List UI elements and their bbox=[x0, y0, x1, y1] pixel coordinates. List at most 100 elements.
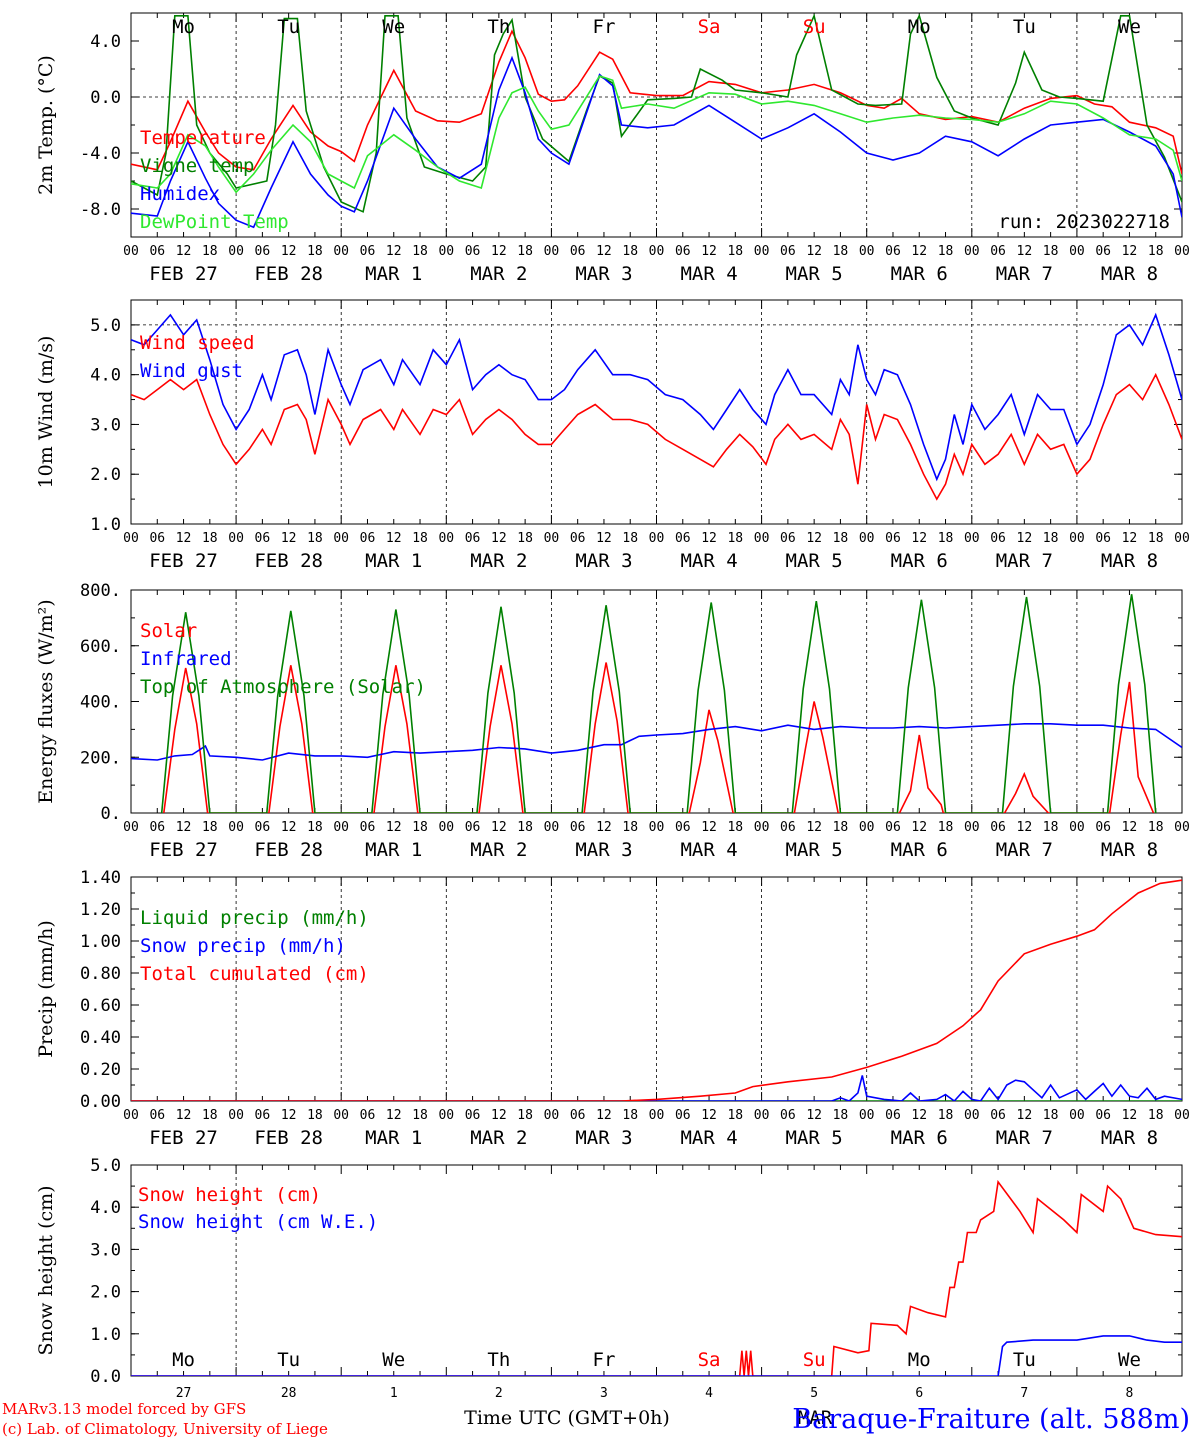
hour-tick-label: 12 bbox=[1122, 820, 1138, 835]
plot-frame bbox=[130, 12, 1183, 238]
hour-tick-label: 18 bbox=[412, 1108, 428, 1123]
hour-tick-label: 06 bbox=[1095, 531, 1111, 546]
hour-tick-label: 12 bbox=[701, 531, 717, 546]
hour-tick-label: 12 bbox=[176, 244, 192, 259]
hour-tick-label: 12 bbox=[491, 244, 507, 259]
hour-tick-label: 18 bbox=[307, 531, 323, 546]
day-label: Th bbox=[487, 1349, 510, 1371]
hour-tick-label: 12 bbox=[911, 1108, 927, 1123]
date-label: FEB 27 bbox=[149, 263, 218, 285]
hour-tick-label: 18 bbox=[938, 531, 954, 546]
hour-tick-label: 12 bbox=[806, 244, 822, 259]
hour-tick-label: 00 bbox=[333, 244, 349, 259]
date-label: MAR 7 bbox=[996, 839, 1053, 861]
hour-tick-label: 06 bbox=[990, 820, 1006, 835]
hour-tick-label: 00 bbox=[333, 531, 349, 546]
hour-tick-label: 06 bbox=[570, 1108, 586, 1123]
hour-tick-label: 18 bbox=[517, 820, 533, 835]
hour-tick-label: 06 bbox=[675, 531, 691, 546]
day-label: Tu bbox=[277, 1349, 300, 1371]
y-axis-title: Snow height (cm) bbox=[35, 1185, 57, 1355]
legend-entry: Solar bbox=[140, 620, 197, 642]
date-label: MAR 8 bbox=[1101, 1127, 1158, 1149]
hour-tick-label: 12 bbox=[281, 244, 297, 259]
plot-frame bbox=[130, 299, 1183, 525]
hour-tick-label: 12 bbox=[386, 1108, 402, 1123]
hour-tick-label: 06 bbox=[885, 244, 901, 259]
hour-tick-label: 06 bbox=[675, 1108, 691, 1123]
date-label: MAR 1 bbox=[365, 839, 422, 861]
hour-tick-label: 06 bbox=[149, 1108, 165, 1123]
hour-tick-label: 18 bbox=[1043, 244, 1059, 259]
series-line-snow-height-cm- bbox=[131, 1179, 1182, 1376]
date-label: MAR 3 bbox=[575, 1127, 632, 1149]
date-label: MAR 4 bbox=[680, 263, 737, 285]
y-tick-label: 2.0 bbox=[90, 465, 121, 485]
hour-tick-label: 00 bbox=[649, 531, 665, 546]
hour-tick-label: 12 bbox=[491, 531, 507, 546]
date-label: MAR 4 bbox=[680, 839, 737, 861]
hour-tick-label: 18 bbox=[622, 820, 638, 835]
legend-entry: Vigne temp bbox=[140, 155, 254, 177]
hour-tick-label: 06 bbox=[360, 244, 376, 259]
date-label: FEB 28 bbox=[254, 839, 323, 861]
day-label: Su bbox=[803, 16, 826, 38]
date-label: MAR 8 bbox=[1101, 263, 1158, 285]
date-label: MAR 1 bbox=[365, 263, 422, 285]
legend-entry: Temperature bbox=[140, 127, 266, 149]
y-tick-label: 0.60 bbox=[80, 996, 121, 1016]
station-title: Baraque-Fraiture (alt. 588m) bbox=[792, 1404, 1190, 1435]
snow-month-label: MAR bbox=[798, 1407, 833, 1429]
hour-tick-label: 00 bbox=[1174, 1108, 1190, 1123]
legend-entry: Snow height (cm) bbox=[138, 1184, 321, 1206]
panel-3 bbox=[130, 589, 1183, 814]
hour-tick-label: 12 bbox=[911, 244, 927, 259]
legend-entry: Snow precip (mm/h) bbox=[140, 935, 346, 957]
hour-tick-label: 00 bbox=[754, 244, 770, 259]
hour-tick-label: 12 bbox=[596, 820, 612, 835]
hour-tick-label: 12 bbox=[281, 531, 297, 546]
hour-tick-label: 12 bbox=[701, 1108, 717, 1123]
day-label: Su bbox=[803, 1349, 826, 1371]
hour-tick-label: 06 bbox=[780, 820, 796, 835]
day-label: Mo bbox=[172, 16, 195, 38]
hour-tick-label: 06 bbox=[360, 531, 376, 546]
y-tick-label: 1.0 bbox=[90, 515, 121, 535]
hour-tick-label: 18 bbox=[727, 531, 743, 546]
y-tick-label: 800. bbox=[80, 581, 121, 601]
hour-tick-label: 00 bbox=[123, 244, 139, 259]
legend-entry: Wind gust bbox=[140, 360, 243, 382]
hour-tick-label: 00 bbox=[123, 531, 139, 546]
y-tick-label: 0.80 bbox=[80, 964, 121, 984]
y-axis-title: 10m Wind (m/s) bbox=[35, 336, 57, 489]
series-line-temperature bbox=[131, 29, 1182, 175]
hour-tick-label: 00 bbox=[228, 820, 244, 835]
hour-tick-label: 18 bbox=[727, 820, 743, 835]
hour-tick-label: 18 bbox=[938, 820, 954, 835]
hour-tick-label: 12 bbox=[911, 531, 927, 546]
y-tick-label: 0.0 bbox=[90, 88, 121, 108]
panel-1 bbox=[130, 12, 1183, 238]
hour-tick-label: 00 bbox=[754, 1108, 770, 1123]
hour-tick-label: 18 bbox=[938, 1108, 954, 1123]
hour-tick-label: 18 bbox=[307, 1108, 323, 1123]
hour-tick-label: 12 bbox=[911, 820, 927, 835]
hour-tick-label: 00 bbox=[544, 244, 560, 259]
y-tick-label: 4.0 bbox=[90, 1198, 121, 1218]
legend-entry: Liquid precip (mm/h) bbox=[140, 907, 369, 929]
hour-tick-label: 06 bbox=[570, 820, 586, 835]
date-label: MAR 4 bbox=[680, 1127, 737, 1149]
y-tick-label: 600. bbox=[80, 637, 121, 657]
hour-tick-label: 00 bbox=[649, 244, 665, 259]
y-tick-label: 0. bbox=[101, 804, 121, 824]
series-line-solar bbox=[163, 662, 1155, 813]
hour-tick-label: 18 bbox=[1148, 820, 1164, 835]
y-tick-label: 1.00 bbox=[80, 932, 121, 952]
hour-tick-label: 00 bbox=[754, 531, 770, 546]
hour-tick-label: 18 bbox=[202, 1108, 218, 1123]
hour-tick-label: 18 bbox=[517, 531, 533, 546]
hour-tick-label: 06 bbox=[255, 244, 271, 259]
date-label: MAR 8 bbox=[1101, 550, 1158, 572]
panel-4 bbox=[130, 876, 1183, 1102]
date-label: MAR 6 bbox=[891, 839, 948, 861]
